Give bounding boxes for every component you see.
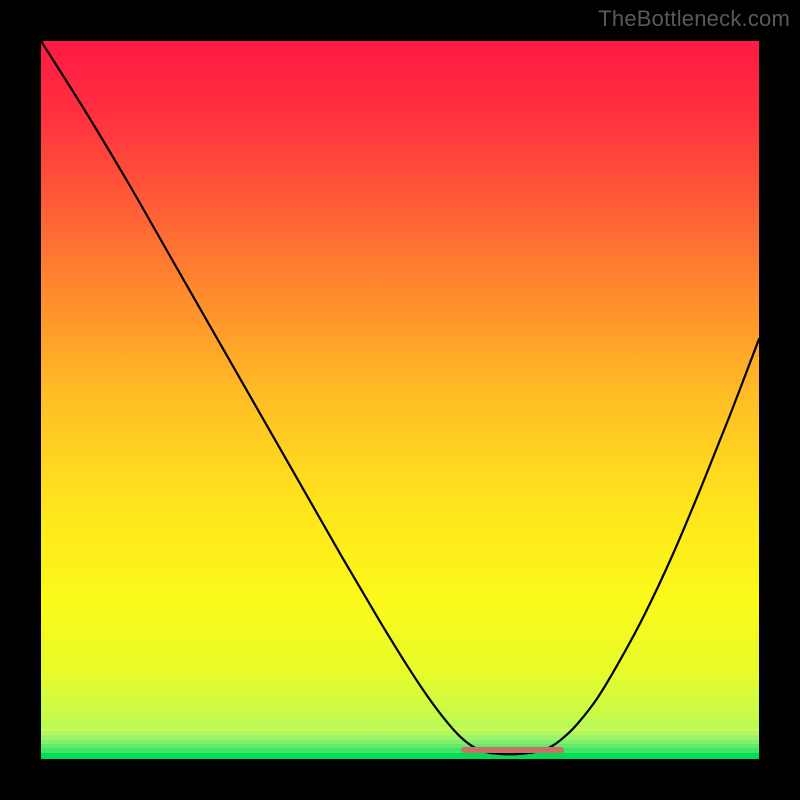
valley-floor-marker [461, 747, 564, 753]
curve-path [41, 41, 759, 754]
plot-area [41, 41, 759, 759]
watermark-text: TheBottleneck.com [598, 6, 790, 32]
chart-frame: TheBottleneck.com [0, 0, 800, 800]
bottleneck-curve [41, 41, 759, 759]
